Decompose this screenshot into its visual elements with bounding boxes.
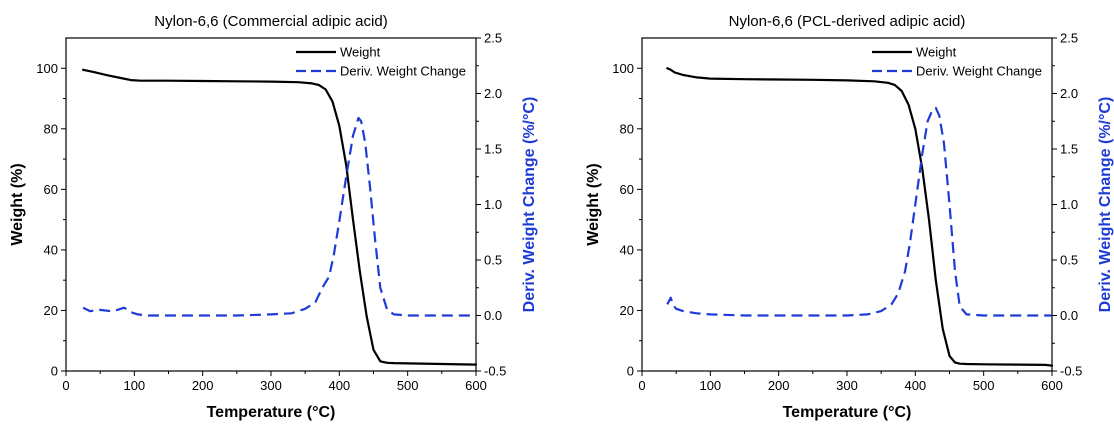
x-tick-label: 300: [260, 378, 282, 393]
x-tick-label: 0: [62, 378, 69, 393]
plot-frame: [65, 37, 477, 372]
legend-label: Weight: [916, 45, 957, 60]
x-tick-label: 200: [768, 378, 790, 393]
weight-series-line: [81, 68, 478, 366]
y-tick-label: 60: [44, 182, 58, 197]
x-tick-label: 0: [638, 378, 645, 393]
y2-tick-label: 0.5: [1060, 253, 1078, 268]
plot-frame: [641, 37, 1053, 372]
y2-tick-label: 0.0: [484, 308, 502, 323]
y2-tick-label: 2.5: [1060, 31, 1078, 46]
deriv-weight-series-line: [666, 106, 1052, 317]
x-axis-label: Temperature (°C): [783, 404, 912, 421]
x-axis-label: Temperature (°C): [207, 404, 336, 421]
y-tick-label: 40: [620, 242, 634, 257]
chart-title: Nylon-6,6 (PCL-derived adipic acid): [729, 13, 966, 30]
weight-series-line: [666, 67, 1054, 367]
y-axis-label: Weight (%): [585, 163, 602, 245]
y2-tick-label: 0.0: [1060, 308, 1078, 323]
chart-panel-1: Nylon-6,6 (Commercial adipic acid) 0 100 20…: [9, 13, 538, 421]
chart-title: Nylon-6,6 (Commercial adipic acid): [154, 13, 387, 30]
y-axis-label: Weight (%): [9, 163, 26, 245]
y-tick-label: 20: [620, 303, 634, 318]
y-tick-label: 100: [36, 61, 58, 76]
y2-axis-label: Deriv. Weight Change (%/°C): [1097, 97, 1114, 313]
y-tick-label: 80: [620, 121, 634, 136]
x-tick-label: 500: [973, 378, 995, 393]
y2-axis-label: Deriv. Weight Change (%/°C): [521, 97, 538, 313]
y2-tick-label: 1.0: [1060, 197, 1078, 212]
deriv-weight-series-line: [82, 116, 476, 317]
y-tick-label: 20: [44, 303, 58, 318]
legend-label: Deriv. Weight Change: [916, 64, 1042, 79]
y2-tick-label: 1.5: [1060, 142, 1078, 157]
y-tick-label: 40: [44, 242, 58, 257]
legend-label: Deriv. Weight Change: [340, 64, 466, 79]
y2-tick-label: 1.5: [484, 142, 502, 157]
x-tick-label: 600: [465, 378, 487, 393]
y2-tick-label: 1.0: [484, 197, 502, 212]
x-tick-label: 600: [1041, 378, 1063, 393]
y2-tick-label: -0.5: [484, 364, 506, 379]
x-tick-label: 400: [328, 378, 350, 393]
x-tick-label: 400: [904, 378, 926, 393]
chart-panel-2: Nylon-6,6 (PCL-derived adipic acid) 0 100 2…: [585, 13, 1114, 421]
y-tick-label: 0: [51, 364, 58, 379]
y-tick-label: 60: [620, 182, 634, 197]
y-tick-label: 0: [627, 364, 634, 379]
y2-tick-label: 2.5: [484, 31, 502, 46]
y2-tick-label: -0.5: [1060, 364, 1082, 379]
x-tick-label: 200: [192, 378, 214, 393]
y-tick-label: 80: [44, 121, 58, 136]
x-tick-label: 100: [699, 378, 721, 393]
y-tick-label: 100: [612, 61, 634, 76]
y2-tick-label: 2.0: [484, 86, 502, 101]
x-tick-label: 500: [397, 378, 419, 393]
legend-label: Weight: [340, 45, 381, 60]
y2-tick-label: 2.0: [1060, 86, 1078, 101]
x-tick-label: 300: [836, 378, 858, 393]
x-tick-label: 100: [123, 378, 145, 393]
y2-tick-label: 0.5: [484, 253, 502, 268]
